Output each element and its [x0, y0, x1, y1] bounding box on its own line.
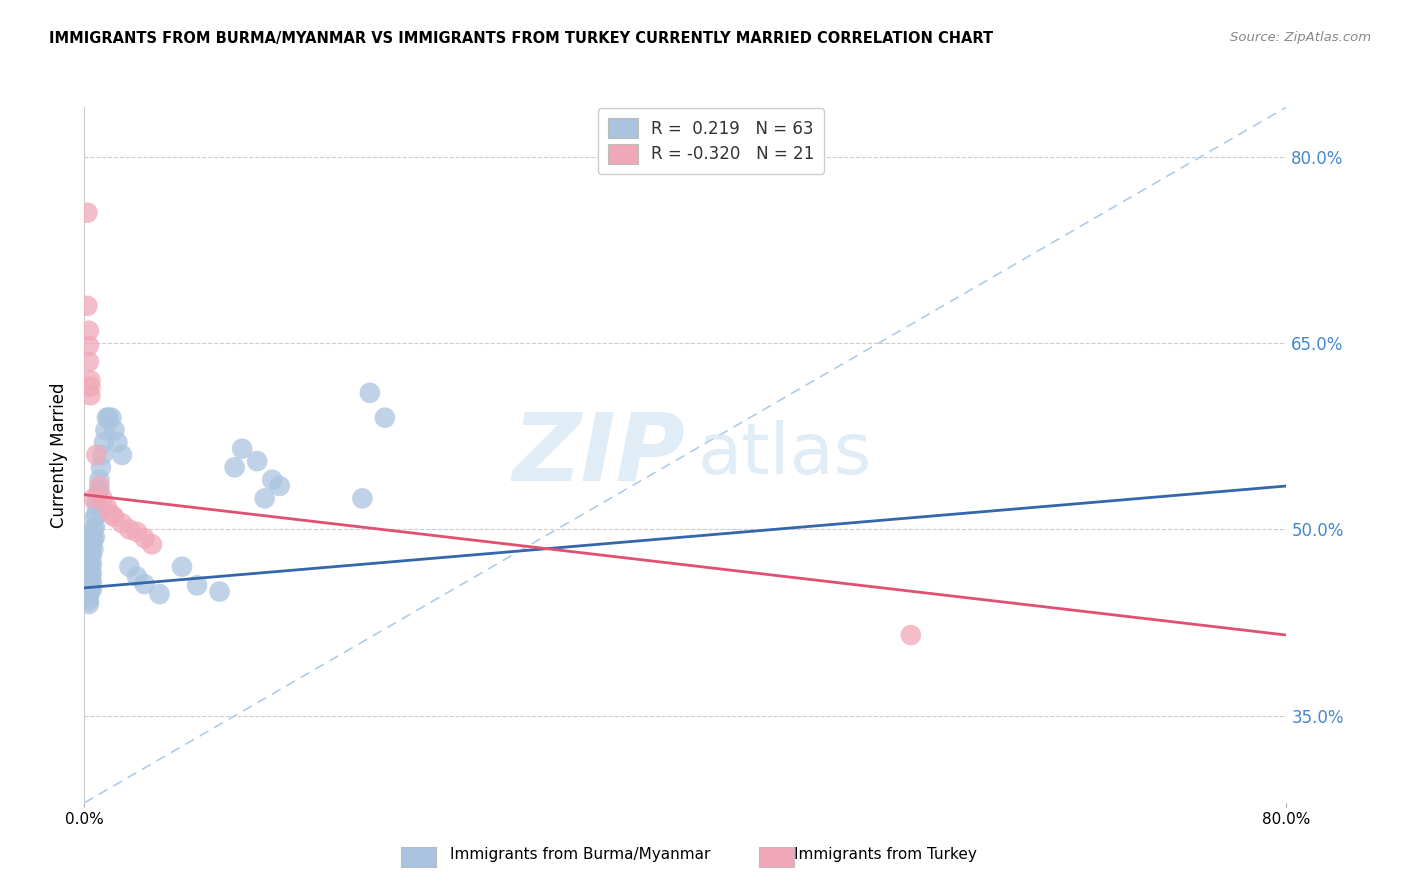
- Point: [359, 385, 381, 400]
- Point: [103, 423, 125, 437]
- Point: [118, 559, 141, 574]
- Point: [80, 582, 103, 596]
- Point: [94, 423, 117, 437]
- Point: [80, 574, 103, 589]
- Point: [89, 473, 111, 487]
- Text: ZIP: ZIP: [513, 409, 686, 501]
- Point: [79, 582, 101, 596]
- Point: [77, 559, 100, 574]
- Point: [89, 483, 111, 497]
- Point: [262, 473, 284, 487]
- Point: [86, 448, 108, 462]
- Point: [100, 410, 122, 425]
- Point: [134, 577, 156, 591]
- Point: [83, 510, 105, 524]
- Point: [77, 593, 100, 607]
- Point: [79, 388, 101, 402]
- Point: [90, 460, 112, 475]
- Point: [77, 552, 100, 566]
- Point: [82, 542, 104, 557]
- Point: [77, 568, 100, 582]
- Text: atlas: atlas: [697, 420, 872, 490]
- Point: [76, 299, 98, 313]
- Point: [77, 542, 100, 557]
- Text: IMMIGRANTS FROM BURMA/MYANMAR VS IMMIGRANTS FROM TURKEY CURRENTLY MARRIED CORREL: IMMIGRANTS FROM BURMA/MYANMAR VS IMMIGRA…: [49, 31, 993, 46]
- Point: [79, 574, 101, 589]
- Point: [96, 500, 118, 514]
- Point: [79, 537, 101, 551]
- Point: [246, 454, 269, 468]
- Point: [253, 491, 276, 506]
- Point: [900, 628, 922, 642]
- Point: [93, 435, 115, 450]
- Point: [79, 552, 101, 566]
- Point: [80, 537, 103, 551]
- Point: [77, 597, 100, 611]
- Text: Immigrants from Turkey: Immigrants from Turkey: [794, 847, 977, 862]
- Text: Source: ZipAtlas.com: Source: ZipAtlas.com: [1230, 31, 1371, 45]
- Point: [87, 488, 110, 502]
- Point: [352, 491, 374, 506]
- Point: [79, 567, 101, 582]
- Point: [170, 559, 193, 574]
- Point: [100, 508, 122, 522]
- Point: [80, 558, 103, 572]
- Point: [82, 523, 104, 537]
- Point: [76, 562, 98, 576]
- Point: [231, 442, 253, 456]
- Point: [77, 590, 100, 604]
- Point: [77, 324, 100, 338]
- Point: [83, 530, 105, 544]
- Point: [80, 566, 103, 580]
- Point: [89, 479, 111, 493]
- Point: [77, 355, 100, 369]
- Point: [77, 582, 100, 596]
- Point: [103, 510, 125, 524]
- Point: [118, 523, 141, 537]
- Point: [148, 587, 170, 601]
- Point: [82, 491, 104, 506]
- Point: [111, 516, 134, 531]
- Y-axis label: Currently Married: Currently Married: [51, 382, 69, 528]
- Point: [79, 545, 101, 559]
- Point: [107, 435, 129, 450]
- Point: [86, 508, 108, 522]
- Point: [83, 520, 105, 534]
- Point: [125, 570, 148, 584]
- Point: [76, 205, 98, 219]
- Point: [79, 559, 101, 574]
- Point: [76, 549, 98, 564]
- Point: [80, 549, 103, 563]
- Point: [134, 531, 156, 545]
- Point: [77, 587, 100, 601]
- Point: [86, 498, 108, 512]
- Point: [208, 584, 231, 599]
- Point: [111, 448, 134, 462]
- Point: [141, 537, 163, 551]
- Text: Immigrants from Burma/Myanmar: Immigrants from Burma/Myanmar: [450, 847, 710, 862]
- Point: [96, 410, 118, 425]
- Point: [91, 448, 114, 462]
- Point: [97, 410, 120, 425]
- Point: [77, 338, 100, 352]
- Point: [79, 373, 101, 387]
- Point: [82, 533, 104, 547]
- Point: [77, 574, 100, 589]
- Point: [186, 578, 208, 592]
- Point: [80, 529, 103, 543]
- Point: [79, 379, 101, 393]
- Point: [269, 479, 291, 493]
- Point: [91, 491, 114, 506]
- Point: [374, 410, 396, 425]
- Point: [224, 460, 246, 475]
- Legend: R =  0.219   N = 63, R = -0.320   N = 21: R = 0.219 N = 63, R = -0.320 N = 21: [598, 109, 824, 174]
- Point: [125, 524, 148, 539]
